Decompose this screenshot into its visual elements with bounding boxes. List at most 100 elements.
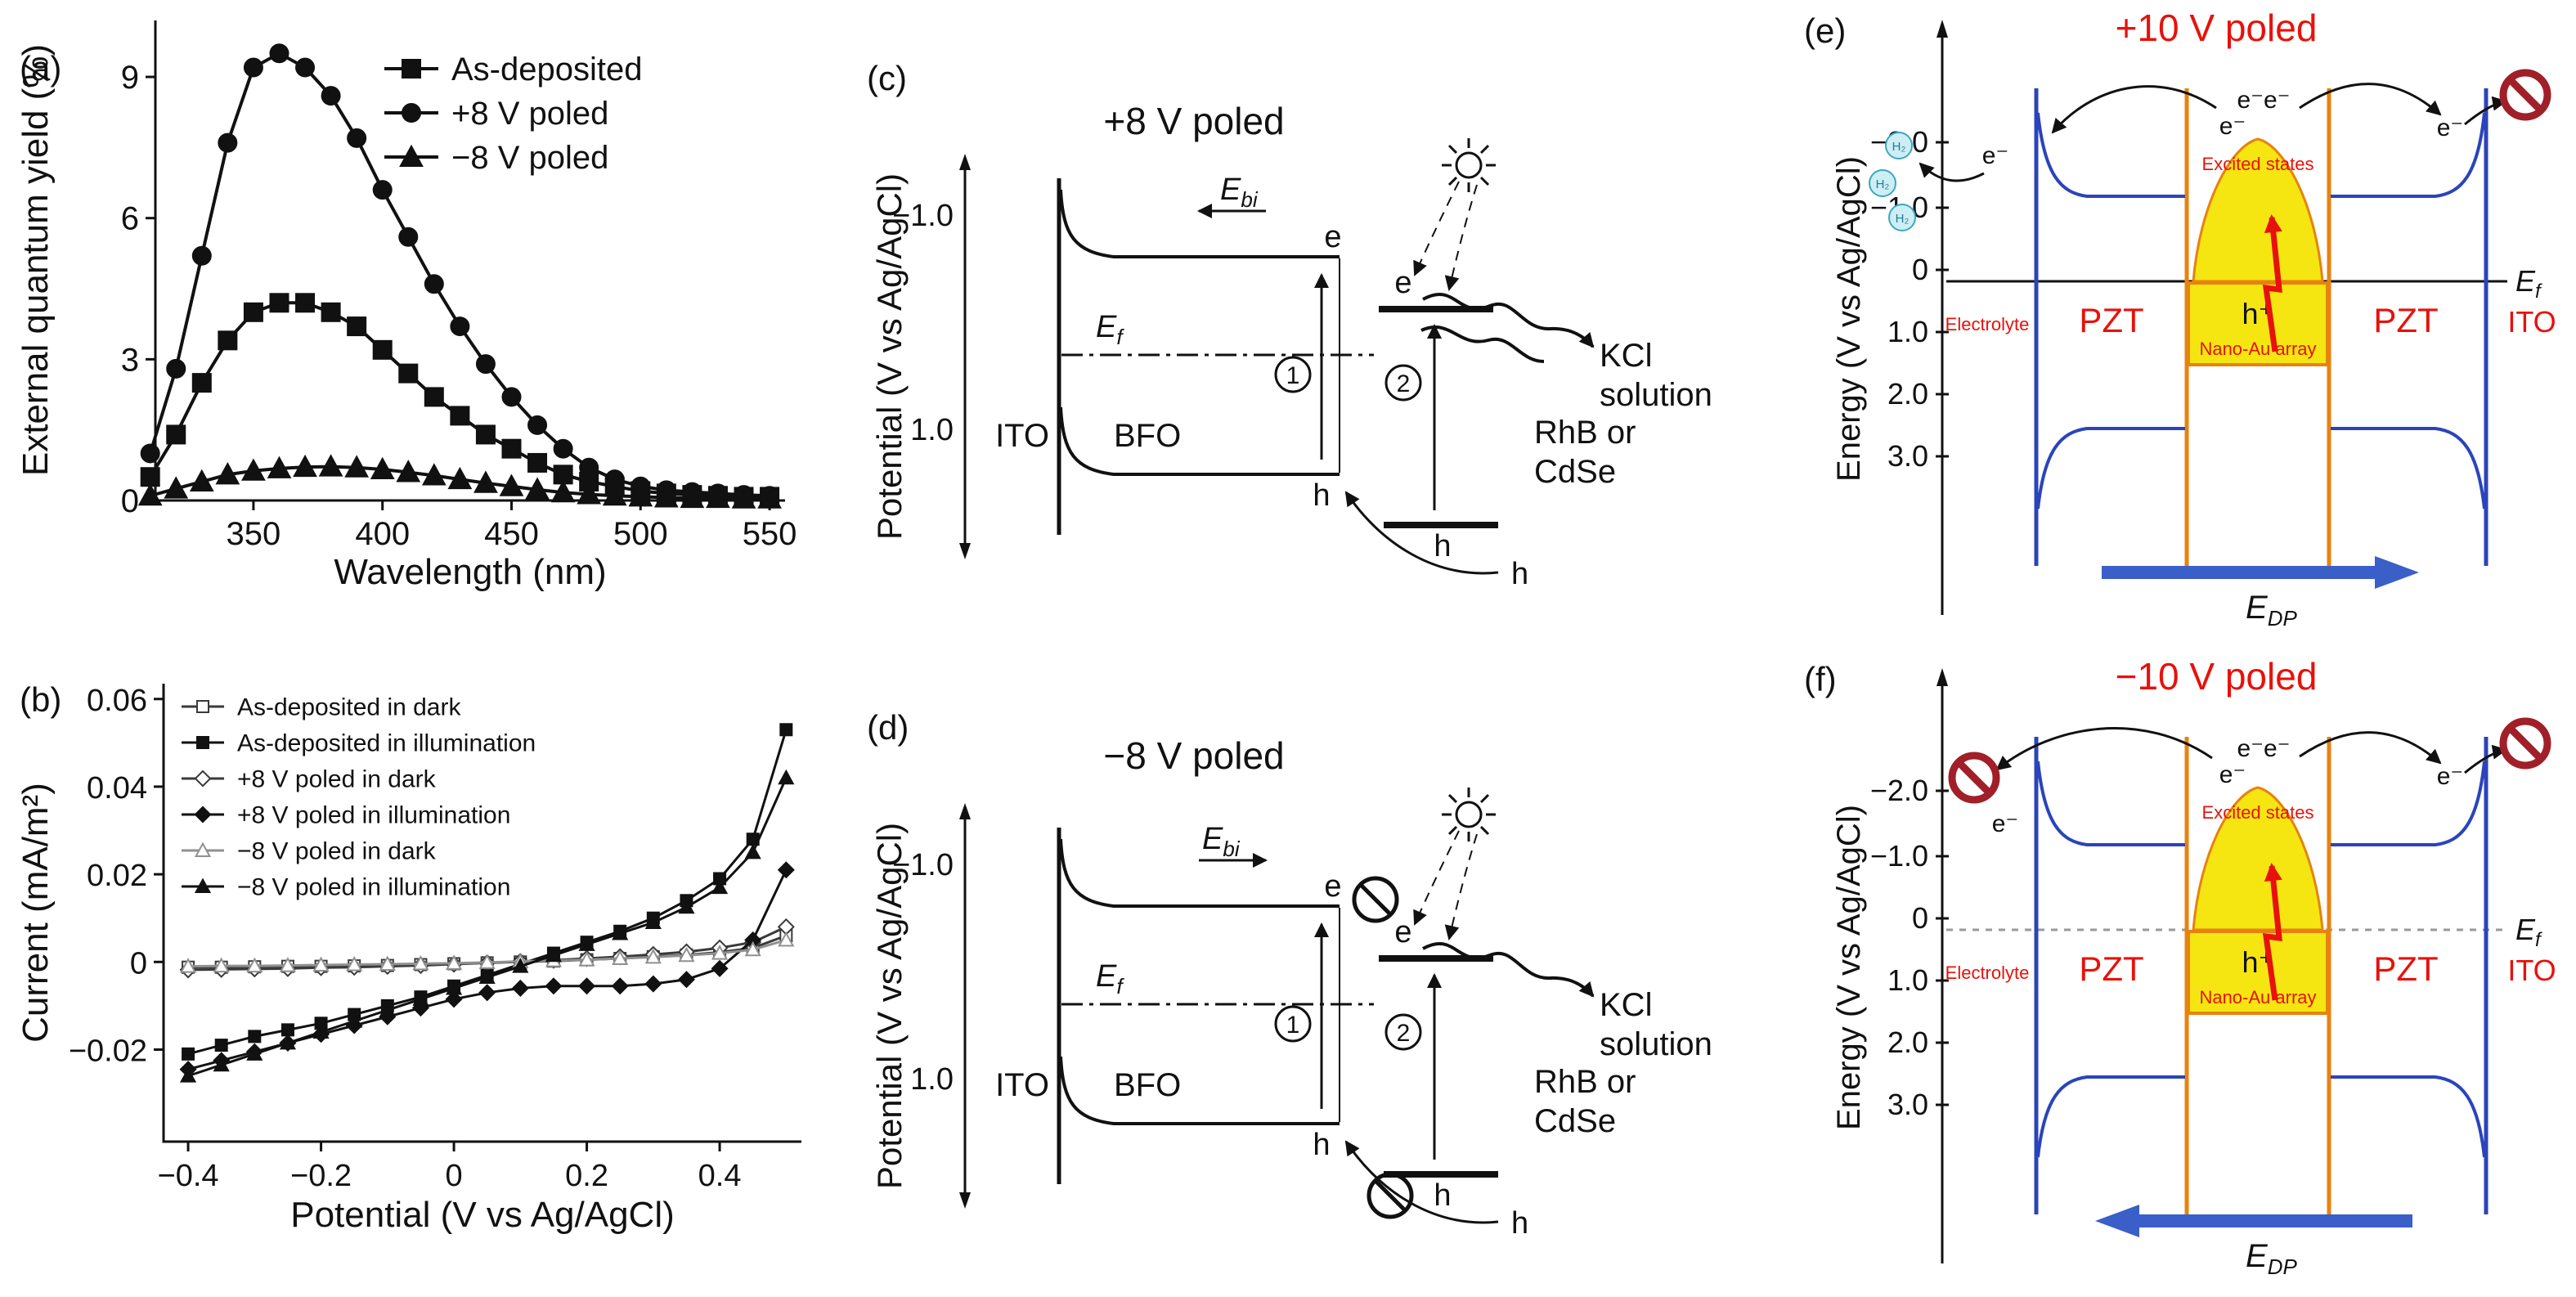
marker — [711, 959, 729, 977]
x-tick-label: 350 — [227, 516, 281, 552]
electron-label: e⁻ — [2437, 763, 2464, 790]
ef-subscript: f — [1116, 974, 1124, 999]
y-tick: 2.0 — [1887, 1025, 1928, 1059]
marker — [678, 898, 695, 914]
y-axis-label: External quantum yield (%) — [16, 44, 56, 476]
marker — [778, 769, 795, 785]
marker — [312, 956, 330, 972]
panel-title: +8 V poled — [1103, 100, 1284, 142]
y-ticks: −2.0 −1.0 0 1.0 2.0 3.0 — [1870, 774, 1949, 1121]
marker — [402, 59, 421, 79]
step1-circle — [1274, 1005, 1312, 1043]
marker — [512, 958, 529, 973]
panel-a-chart: 350 400 450 500 550 0 3 6 9 Wavelength (nm) Extern… — [0, 0, 850, 655]
marker — [778, 931, 795, 947]
step2-label: 2 — [1397, 370, 1411, 397]
marker — [447, 466, 473, 490]
marker — [421, 463, 447, 486]
legend-label: +8 V poled — [451, 96, 608, 132]
ito-label: ITO — [995, 1067, 1049, 1103]
hole-label: h — [1313, 478, 1330, 513]
panel-label: (d) — [867, 708, 909, 747]
acceptor-label-2: CdSe — [1534, 454, 1616, 490]
electron-label: e⁻ — [1992, 810, 2019, 837]
axis-arrow-down-icon — [959, 1192, 971, 1209]
marker — [213, 1056, 230, 1072]
marker — [744, 940, 761, 957]
light-ray — [1444, 184, 1478, 291]
marker — [475, 424, 496, 445]
y-axis-label: Energy (V vs Ag/AgCl) — [1831, 805, 1867, 1130]
panel-f-diagram: (f) −10 V poled Energy (V vs Ag/AgCl) −2… — [1804, 655, 2556, 1279]
marker — [473, 470, 498, 493]
acceptor-label-2: CdSe — [1534, 1103, 1616, 1139]
marker — [527, 415, 548, 435]
marker — [677, 971, 695, 989]
lightning-icon — [2262, 214, 2282, 352]
valence-band — [1059, 1056, 1340, 1125]
marker — [644, 948, 662, 964]
marker — [653, 485, 679, 508]
marker — [499, 473, 524, 496]
electron-label: e — [1394, 915, 1411, 949]
x-tick-label: 550 — [743, 516, 797, 552]
panel-label: (a) — [20, 49, 61, 88]
nano-au-label: Nano-Au array — [2199, 339, 2316, 359]
marker — [179, 958, 197, 973]
panel-b-chart: −0.4 −0.2 0 0.2 0.4 −0.02 0 0.02 0.04 0.06 Potenti… — [0, 659, 850, 1297]
marker — [578, 977, 596, 995]
excited-states-label: Excited states — [2202, 802, 2314, 823]
marker — [731, 486, 756, 509]
marker — [545, 977, 563, 995]
x-tick-label: −0.2 — [290, 1159, 352, 1193]
marker — [347, 128, 367, 148]
ito-label: ITO — [2507, 305, 2556, 339]
valence-band — [1059, 406, 1340, 476]
ef-label: Ef — [1096, 959, 1124, 999]
ef-label: Ef — [2515, 264, 2542, 303]
electron-label: e — [1324, 869, 1341, 904]
marker — [346, 1012, 363, 1028]
electron-pair-label: e⁻e⁻ — [2237, 87, 2290, 114]
marker — [312, 1023, 330, 1039]
marker — [241, 458, 266, 481]
marker — [628, 484, 653, 507]
edp-label: EDP — [2246, 590, 2297, 631]
marker — [218, 132, 238, 153]
electron-label: e⁻ — [2437, 114, 2464, 141]
pzt-right-conduction-band — [2331, 112, 2486, 198]
excited-states-distribution — [2192, 137, 2324, 283]
hole-transfer-arrow — [1344, 1140, 1499, 1224]
axis-arrow-up-icon — [1936, 20, 1948, 38]
panel-c-diagram: (c) +8 V poled Potential (V vs Ag/AgCl) … — [867, 59, 1712, 591]
edp-arrow-head — [2095, 1205, 2139, 1237]
h2-bubbles: H₂ H₂ H₂ — [1869, 132, 1916, 231]
marker — [194, 877, 212, 893]
edp-subscript: DP — [2268, 1254, 2298, 1279]
electron-to-electrolyte-arrow — [1919, 162, 1985, 182]
marker — [612, 949, 629, 965]
marker — [246, 1045, 263, 1061]
axes-spines — [154, 20, 785, 502]
solution-label: solution — [1600, 1026, 1712, 1062]
legend-label: −8 V poled in dark — [237, 838, 437, 865]
legend-label: +8 V poled in illumination — [237, 802, 510, 829]
electron-pair-label: e⁻e⁻ — [2237, 735, 2290, 762]
marker — [280, 1023, 294, 1037]
marker — [424, 387, 444, 407]
ito-label: ITO — [995, 418, 1049, 454]
marker — [478, 968, 496, 985]
edp-label: EDP — [2246, 1238, 2297, 1279]
marker — [445, 990, 463, 1008]
electron-flow-left-arrow — [1995, 727, 2213, 771]
marker — [347, 316, 367, 337]
marker — [218, 330, 238, 351]
panel-label: (b) — [20, 680, 61, 719]
ebi-symbol: E — [1202, 822, 1223, 856]
marker — [191, 373, 212, 393]
y-tick: 2.0 — [1887, 377, 1928, 411]
marker — [398, 363, 419, 384]
marker — [412, 954, 429, 971]
marker — [191, 245, 212, 266]
marker — [399, 144, 424, 167]
